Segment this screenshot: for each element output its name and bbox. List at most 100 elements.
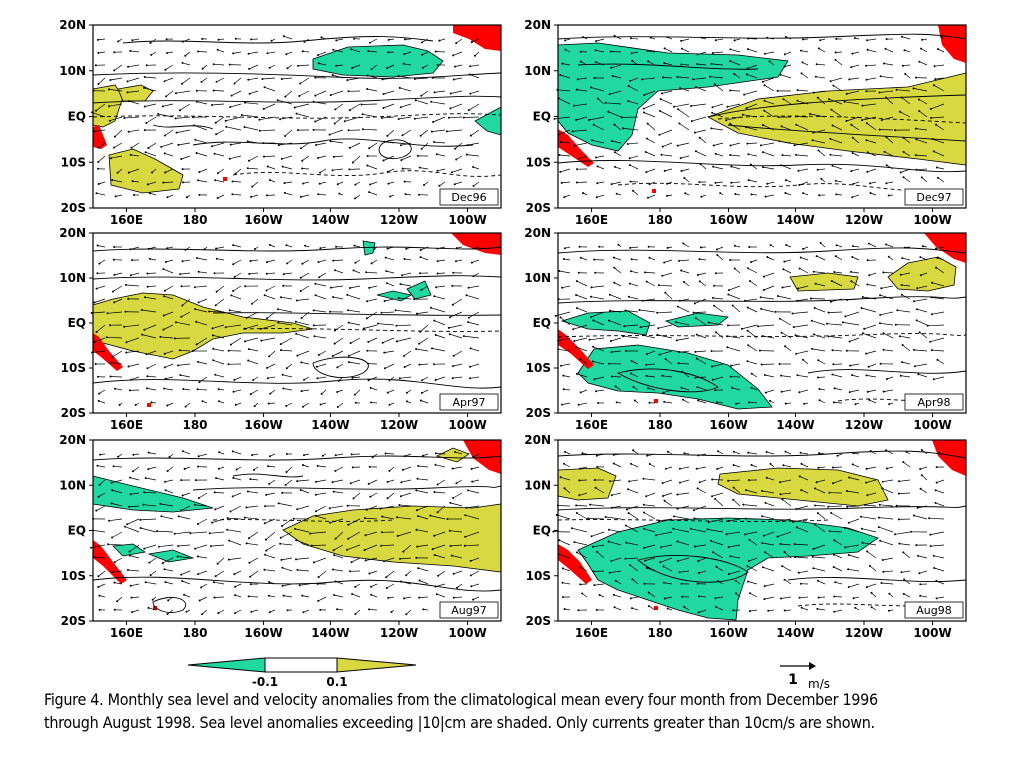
velocity-vector <box>310 531 327 534</box>
velocity-vector <box>711 63 724 66</box>
velocity-vector <box>363 324 378 329</box>
velocity-vector-head <box>647 605 650 608</box>
velocity-vector-head <box>711 52 714 54</box>
velocity-vector-head <box>812 131 815 134</box>
velocity-vector-head <box>589 503 592 506</box>
velocity-vector-head <box>163 152 166 155</box>
velocity-vector <box>277 99 293 105</box>
velocity-vector <box>630 37 639 40</box>
velocity-vector-head <box>109 79 112 81</box>
velocity-vector-head <box>370 68 373 71</box>
velocity-vector-head <box>281 373 284 376</box>
velocity-vector-head <box>131 611 134 614</box>
velocity-vector <box>430 515 446 520</box>
velocity-vector-head <box>304 244 307 247</box>
velocity-vector <box>646 281 656 287</box>
velocity-vector-head <box>878 128 881 131</box>
velocity-vector <box>261 337 276 341</box>
velocity-vector-head <box>98 594 101 597</box>
velocity-vector-head <box>582 36 585 39</box>
velocity-vector <box>879 90 894 93</box>
velocity-vector-head <box>935 123 937 126</box>
velocity-vector <box>414 116 429 120</box>
velocity-vector-head <box>716 254 719 256</box>
velocity-vector <box>348 350 361 357</box>
velocity-vector-head <box>233 82 236 85</box>
velocity-vector-head <box>729 259 732 261</box>
velocity-vector <box>643 478 656 481</box>
velocity-vector-head <box>147 147 150 150</box>
velocity-vector-head <box>419 330 422 333</box>
velocity-vector-head <box>347 537 350 540</box>
velocity-vector-head <box>894 323 897 326</box>
velocity-vector <box>696 358 707 365</box>
velocity-vector-head <box>792 521 795 523</box>
velocity-vector <box>280 296 293 300</box>
velocity-vector <box>647 194 656 199</box>
velocity-vector <box>556 514 571 520</box>
velocity-vector-head <box>97 495 100 498</box>
velocity-vector-head <box>294 527 297 530</box>
velocity-vector <box>278 142 293 146</box>
velocity-vector-head <box>303 454 305 457</box>
velocity-vector-head <box>286 609 289 612</box>
velocity-vector <box>764 583 775 587</box>
velocity-vector <box>167 402 174 406</box>
velocity-vector-head <box>556 504 559 507</box>
velocity-vector-head <box>386 480 389 483</box>
velocity-vector-head <box>575 504 578 507</box>
velocity-vector-head <box>316 464 319 467</box>
velocity-vector-head <box>561 62 564 65</box>
velocity-vector-head <box>888 609 890 612</box>
velocity-vector-head <box>403 180 406 183</box>
velocity-vector-head <box>334 269 337 272</box>
velocity-vector-head <box>847 521 850 524</box>
velocity-vector-head <box>812 270 815 273</box>
velocity-vector-head <box>456 586 459 589</box>
velocity-vector <box>895 531 911 535</box>
velocity-vector-head <box>803 402 806 405</box>
velocity-vector-head <box>632 189 634 192</box>
velocity-vector <box>698 453 707 456</box>
velocity-vector <box>680 155 690 159</box>
velocity-vector-head <box>828 98 830 101</box>
velocity-vector-head <box>897 492 900 495</box>
velocity-vector <box>421 376 429 381</box>
velocity-vector <box>560 168 571 173</box>
velocity-vector-head <box>246 167 249 170</box>
velocity-vector-head <box>647 387 649 390</box>
velocity-vector-head <box>920 449 923 451</box>
velocity-vector <box>319 181 327 185</box>
positive-anomaly-region <box>887 256 957 292</box>
velocity-vector <box>301 389 310 392</box>
velocity-vector-head <box>625 541 628 544</box>
velocity-vector-head <box>698 258 701 261</box>
velocity-vector <box>881 582 894 585</box>
velocity-vector-head <box>212 347 215 350</box>
velocity-vector-head <box>335 64 337 67</box>
velocity-vector-head <box>347 523 350 526</box>
velocity-vector-head <box>228 539 231 542</box>
velocity-vector-head <box>659 98 662 101</box>
velocity-vector-head <box>184 54 187 57</box>
velocity-vector-head <box>182 388 185 390</box>
lon-tick-label: 100W <box>913 626 951 640</box>
velocity-vector <box>663 389 673 393</box>
velocity-vector <box>280 349 293 352</box>
velocity-vector-head <box>449 107 452 110</box>
velocity-vector <box>282 567 293 572</box>
velocity-vector-head <box>421 53 423 56</box>
velocity-vector <box>147 363 157 369</box>
velocity-vector <box>132 38 140 41</box>
velocity-vector <box>695 86 707 92</box>
velocity-vector-head <box>631 607 633 610</box>
velocity-vector-head <box>916 506 919 509</box>
velocity-vector <box>631 51 639 54</box>
velocity-vector <box>248 348 259 352</box>
velocity-vector <box>181 505 191 511</box>
lat-tick-label: 10N <box>524 64 551 78</box>
velocity-vector <box>934 64 945 67</box>
velocity-vector <box>468 490 480 494</box>
velocity-vector <box>127 90 140 93</box>
velocity-vector <box>437 259 446 262</box>
